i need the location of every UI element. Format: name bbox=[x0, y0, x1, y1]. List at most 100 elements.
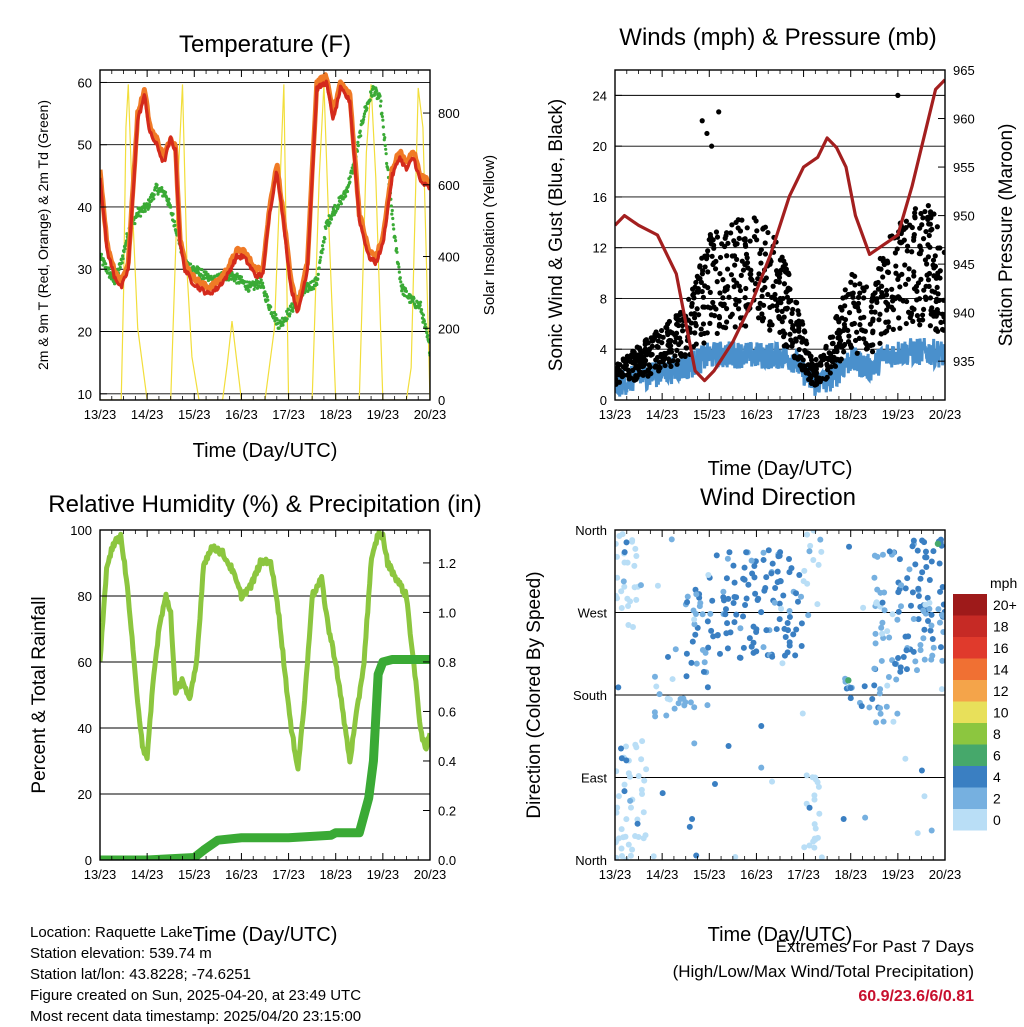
gust-point bbox=[809, 379, 815, 385]
dewpoint-point bbox=[167, 197, 171, 201]
x-tick-label: 15/23 bbox=[178, 407, 211, 422]
direction-point bbox=[631, 584, 638, 591]
dewpoint-point bbox=[400, 289, 404, 293]
dewpoint-point bbox=[204, 270, 208, 274]
gust-point bbox=[737, 315, 744, 321]
dewpoint-point bbox=[358, 129, 362, 133]
direction-point bbox=[683, 650, 690, 657]
gust-point bbox=[923, 283, 929, 289]
gust-point bbox=[941, 249, 945, 255]
gust-point bbox=[692, 284, 698, 290]
gust-point bbox=[647, 364, 653, 370]
dewpoint-point bbox=[138, 214, 143, 218]
gust-point bbox=[852, 282, 858, 288]
direction-point bbox=[737, 625, 744, 632]
x-tick-label: 18/23 bbox=[834, 867, 867, 882]
direction-point bbox=[633, 552, 640, 559]
direction-point bbox=[805, 612, 812, 619]
direction-point bbox=[860, 604, 867, 611]
direction-point bbox=[896, 556, 903, 563]
direction-point bbox=[633, 596, 640, 603]
direction-point bbox=[722, 611, 729, 618]
speed-legend: mph 20+ 18 16 14 12 10 8 6 4 2 0 bbox=[953, 575, 1017, 831]
direction-point bbox=[621, 559, 628, 566]
gust-point bbox=[933, 326, 939, 332]
x-tick-label: 17/23 bbox=[787, 867, 820, 882]
dewpoint-point bbox=[397, 265, 401, 269]
y-right-tick-label: 0 bbox=[438, 393, 445, 408]
gust-point bbox=[793, 338, 799, 344]
gust-point bbox=[626, 376, 632, 382]
dewpoint-point bbox=[378, 94, 382, 98]
dewpoint-point bbox=[155, 183, 159, 187]
direction-point bbox=[917, 647, 924, 654]
dewpoint-point bbox=[277, 326, 281, 330]
gust-point bbox=[691, 291, 697, 297]
x-tick-label: 13/23 bbox=[84, 407, 117, 422]
dewpoint-point bbox=[369, 91, 373, 95]
gust-point bbox=[686, 296, 692, 302]
gust-point bbox=[761, 277, 767, 284]
gust-point bbox=[642, 349, 648, 355]
gust-point bbox=[736, 235, 742, 241]
gust-point bbox=[925, 277, 932, 283]
direction-point bbox=[684, 593, 691, 600]
direction-point bbox=[905, 633, 912, 640]
y-right-tick-label: 600 bbox=[438, 178, 460, 193]
dewpoint-point bbox=[315, 282, 319, 287]
x-tick-label: 16/23 bbox=[225, 867, 258, 882]
gust-point bbox=[876, 317, 882, 323]
direction-point bbox=[699, 611, 706, 618]
y-tick-label: 10 bbox=[78, 387, 92, 402]
direction-point bbox=[651, 673, 658, 680]
dewpoint-point bbox=[118, 265, 122, 270]
dewpoint-point bbox=[133, 221, 137, 226]
gust-point bbox=[698, 326, 704, 332]
gust-point bbox=[889, 294, 895, 300]
direction-point bbox=[866, 704, 873, 711]
direction-point bbox=[758, 764, 765, 771]
y-right-tick-label: 0.8 bbox=[438, 655, 456, 670]
gust-point bbox=[857, 281, 863, 287]
gust-point bbox=[781, 314, 787, 320]
direction-point bbox=[914, 547, 921, 554]
y-axis-label: Sonic Wind & Gust (Blue, Black) bbox=[546, 99, 567, 371]
gust-point bbox=[720, 295, 726, 301]
gust-point bbox=[765, 291, 771, 298]
direction-point bbox=[937, 588, 944, 595]
gust-point bbox=[903, 224, 909, 231]
gust-point bbox=[711, 304, 717, 310]
gust-point bbox=[875, 286, 882, 292]
direction-point bbox=[754, 597, 761, 604]
direction-point bbox=[919, 569, 926, 576]
dewpoint-point bbox=[263, 290, 267, 294]
direction-point bbox=[745, 581, 752, 588]
y-tick-label: 0 bbox=[85, 853, 92, 868]
gust-point bbox=[784, 343, 790, 349]
gust-point bbox=[924, 261, 930, 267]
legend-label: 8 bbox=[993, 726, 1001, 742]
gust-point bbox=[699, 118, 705, 124]
dewpoint-point bbox=[348, 180, 352, 184]
gust-point bbox=[691, 295, 697, 301]
gust-point bbox=[894, 246, 900, 252]
direction-point bbox=[627, 797, 634, 804]
gust-point bbox=[897, 284, 903, 290]
direction-point bbox=[804, 531, 811, 538]
y-right-tick-label: 950 bbox=[953, 209, 975, 224]
dewpoint-point bbox=[339, 202, 343, 206]
gust-point bbox=[790, 306, 796, 313]
direction-point bbox=[897, 668, 904, 675]
y-tick-label: 60 bbox=[78, 75, 92, 90]
gust-point bbox=[909, 305, 915, 311]
gust-point bbox=[675, 322, 682, 329]
direction-point bbox=[741, 576, 748, 583]
direction-point bbox=[806, 804, 813, 811]
dewpoint-point bbox=[380, 114, 384, 119]
dewpoint-point bbox=[328, 221, 332, 225]
gust-point bbox=[642, 357, 649, 364]
direction-point bbox=[926, 577, 933, 584]
direction-point bbox=[692, 631, 699, 638]
direction-point bbox=[917, 642, 924, 649]
gust-point bbox=[720, 324, 726, 330]
